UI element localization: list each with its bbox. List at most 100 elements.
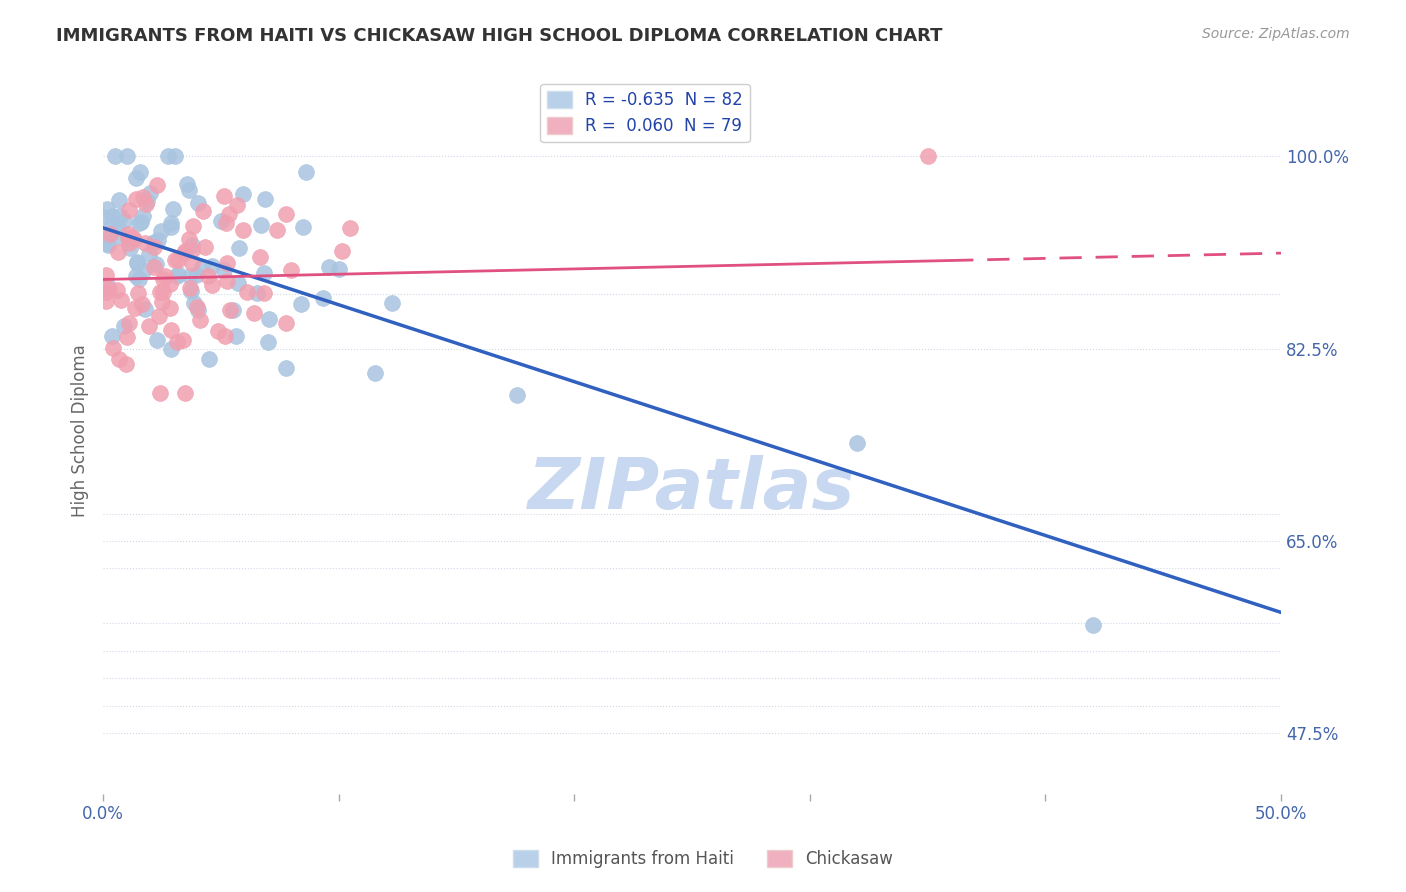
Point <box>506 387 529 401</box>
Point <box>149 285 172 300</box>
Point <box>225 329 247 343</box>
Point <box>125 255 148 269</box>
Point <box>276 360 298 375</box>
Point <box>115 149 138 163</box>
Point <box>201 259 224 273</box>
Point <box>207 324 229 338</box>
Point <box>215 215 238 229</box>
Point <box>274 207 297 221</box>
Point <box>226 198 249 212</box>
Point <box>112 214 135 228</box>
Point <box>131 297 153 311</box>
Point <box>328 262 350 277</box>
Point <box>160 216 183 230</box>
Point <box>100 226 122 240</box>
Point <box>128 271 150 285</box>
Point <box>93 211 115 225</box>
Point <box>160 323 183 337</box>
Point <box>249 250 271 264</box>
Point <box>184 268 207 283</box>
Point <box>179 268 201 283</box>
Point <box>166 268 188 283</box>
Point <box>114 357 136 371</box>
Point <box>100 227 122 241</box>
Point <box>330 244 353 259</box>
Point <box>917 149 939 163</box>
Point <box>173 246 195 260</box>
Text: Source: ZipAtlas.com: Source: ZipAtlas.com <box>1202 27 1350 41</box>
Point <box>108 209 131 223</box>
Point <box>145 257 167 271</box>
Point <box>138 247 160 261</box>
Point <box>107 193 129 207</box>
Point <box>194 240 217 254</box>
Point <box>1081 618 1104 632</box>
Point <box>180 285 202 299</box>
Point <box>180 243 202 257</box>
Point <box>228 241 250 255</box>
Point <box>143 260 166 274</box>
Point <box>219 303 242 318</box>
Point <box>103 341 125 355</box>
Point <box>150 295 173 310</box>
Text: ZIPatlas: ZIPatlas <box>529 455 856 524</box>
Point <box>166 334 188 349</box>
Point <box>117 230 139 244</box>
Point <box>218 206 240 220</box>
Point <box>176 177 198 191</box>
Point <box>295 165 318 179</box>
Point <box>107 244 129 259</box>
Point <box>339 221 361 235</box>
Point <box>291 219 314 234</box>
Point <box>159 301 181 316</box>
Point <box>138 319 160 334</box>
Point <box>135 197 157 211</box>
Point <box>197 351 219 366</box>
Point <box>117 330 139 344</box>
Point <box>129 164 152 178</box>
Point <box>122 232 145 246</box>
Point <box>97 282 120 296</box>
Point <box>187 303 209 318</box>
Point <box>183 296 205 310</box>
Point <box>174 244 197 258</box>
Point <box>127 256 149 270</box>
Point <box>103 149 125 163</box>
Point <box>177 232 200 246</box>
Point <box>250 218 273 232</box>
Point <box>124 268 146 283</box>
Point <box>217 273 239 287</box>
Point <box>139 186 162 200</box>
Point <box>259 311 281 326</box>
Point <box>162 202 184 216</box>
Point <box>312 291 335 305</box>
Point <box>149 386 172 401</box>
Text: IMMIGRANTS FROM HAITI VS CHICKASAW HIGH SCHOOL DIPLOMA CORRELATION CHART: IMMIGRANTS FROM HAITI VS CHICKASAW HIGH … <box>56 27 943 45</box>
Point <box>214 189 236 203</box>
Point <box>96 268 118 282</box>
Point <box>120 241 142 255</box>
Point <box>110 293 132 307</box>
Point <box>193 203 215 218</box>
Point <box>217 256 239 270</box>
Point <box>181 238 204 252</box>
Point <box>112 319 135 334</box>
Point <box>246 285 269 300</box>
Point <box>160 219 183 234</box>
Point <box>128 216 150 230</box>
Point <box>152 272 174 286</box>
Point <box>94 293 117 308</box>
Point <box>118 316 141 330</box>
Point <box>107 221 129 235</box>
Point <box>101 329 124 343</box>
Point <box>209 214 232 228</box>
Legend: Immigrants from Haiti, Chickasaw: Immigrants from Haiti, Chickasaw <box>506 843 900 875</box>
Point <box>145 333 167 347</box>
Point <box>132 262 155 277</box>
Point <box>165 253 187 268</box>
Point <box>212 263 235 277</box>
Point <box>101 216 124 230</box>
Point <box>188 312 211 326</box>
Point <box>96 236 118 251</box>
Point <box>280 262 302 277</box>
